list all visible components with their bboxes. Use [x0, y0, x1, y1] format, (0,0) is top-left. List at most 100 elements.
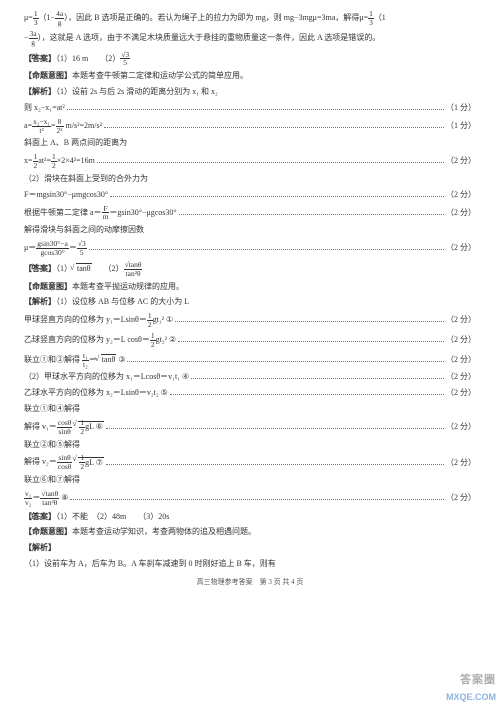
pts: （2 分）	[446, 457, 476, 470]
label: 【命题意图】	[24, 282, 72, 291]
q13-l7: 根据牛顿第二定律 a＝Fm＝gsin30°−μgcos30° （2 分）	[24, 205, 476, 222]
q13-l4: x=12at²=12×2×4²=16m （2 分）	[24, 153, 476, 170]
dots	[70, 495, 444, 501]
q14-l5: 乙球水平方向的位移为 x₂＝Lsinθ＝v₂t₂ ⑤ （2 分）	[24, 387, 476, 400]
t: 解得 v₂＝sinθcosθ 12gL ⑦	[24, 454, 104, 471]
q14-l6: 联立①和④解得	[24, 403, 476, 416]
q14-block: 14． 【答案】（1）tanθ （2）√tanθtan²θ 【命题意图】本题考查…	[24, 261, 476, 507]
pts: （2 分）	[446, 155, 476, 168]
t: 甲球竖直方向的位移为 y₁＝Lsinθ＝12gt₁² ①	[24, 312, 173, 329]
q15-block: 15． 【答案】（1）不能 （2）48m （3）20s 【命题意图】本题考查运动…	[24, 511, 476, 571]
dots	[175, 317, 444, 323]
q13-l1: 则 x₂−x₁=at² （1 分）	[24, 102, 476, 115]
dots	[179, 209, 444, 215]
pts: （2 分）	[446, 421, 476, 434]
q13-block: 13． 【答案】（1）16 m （2）√35 【命题意图】本题考查牛顿第二定律和…	[24, 51, 476, 257]
q15-number: 15．	[30, 511, 46, 524]
dots	[97, 158, 444, 164]
q13-intent: 【命题意图】本题考查牛顿第二定律和运动学公式的简单应用。	[24, 70, 476, 83]
t: 根据牛顿第二定律 a＝Fm＝gsin30°−μgcos30°	[24, 205, 177, 222]
q14-sol-start: 【解析】（1）设位移 AB 与位移 AC 的大小为 L	[24, 296, 476, 309]
q13-sol-start: 【解析】（1）设前 2s 与后 2s 滑动的距离分别为 x₁ 和 x₂	[24, 86, 476, 99]
t: μ＝gsin30°−agcos30°＝√35	[24, 240, 87, 257]
watermark-brand: 答案圈	[446, 672, 496, 690]
t: ），这就是 A 选项，由于不满足木块质量远大于悬挂的重物质量这一条件，因此 A …	[38, 33, 381, 42]
dots	[110, 191, 444, 197]
t: （1	[374, 13, 386, 22]
t: 本题考查牛顿第二定律和运动学公式的简单应用。	[72, 71, 248, 80]
pts: （2 分）	[446, 189, 476, 202]
t: 则 x₂−x₁=at²	[24, 102, 65, 115]
q14-number: 14．	[30, 261, 46, 274]
t: （1）不能 （2）48m （3）20s	[56, 512, 169, 521]
label: 【解析】	[24, 543, 56, 552]
q14-l7: 解得 v₁＝cosθsinθ 12gL ⑥ （2 分）	[24, 419, 476, 436]
q14-l9: 解得 v₂＝sinθcosθ 12gL ⑦ （2 分）	[24, 454, 476, 471]
pts: （2 分）	[446, 354, 476, 367]
pts: （2 分）	[446, 387, 476, 400]
dots	[106, 423, 444, 429]
dots	[67, 104, 444, 110]
label: 【命题意图】	[24, 527, 72, 536]
watermark: 答案圈 MXQE.COM	[446, 672, 496, 704]
q14-l2: 乙球竖直方向的位移为 y₂＝L cosθ＝12gt₂² ② （2 分）	[24, 332, 476, 349]
t: 联立①和②解得 t₁t₂＝tanθ ③	[24, 352, 125, 369]
t: 乙球水平方向的位移为 x₂＝Lsinθ＝v₂t₂ ⑤	[24, 387, 168, 400]
q13-number: 13．	[30, 51, 46, 64]
dots	[104, 122, 444, 128]
t: （1）设前 2s 与后 2s 滑动的距离分别为 x₁ 和 x₂	[56, 87, 218, 96]
pts: （2 分）	[446, 371, 476, 384]
pts: （1 分）	[446, 120, 476, 133]
t: 本题考查平抛运动规律的应用。	[72, 282, 184, 291]
intro-block: μ=13（1−4ag），因此 B 选项是正确的。若认为绳子上的拉力为即为 mg，…	[24, 10, 476, 47]
intro-line2: −3ag），这就是 A 选项，由于不满足木块质量远大于悬挂的重物质量这一条件，因…	[24, 30, 476, 47]
q14-l11: v₁v₂＝√tanθtan²θ ⑧ （2 分）	[24, 490, 476, 507]
pts: （2 分）	[446, 314, 476, 327]
page-footer: 高三物理参考答案 第 3 页 共 4 页	[24, 577, 476, 588]
q15-intent: 【命题意图】本题考查运动学知识，考查两物体的追及相遇问题。	[24, 526, 476, 539]
t: a=x₂−x₁t²=82² m/s²=2m/s²	[24, 118, 102, 135]
pts: （2 分）	[446, 242, 476, 255]
t: （1）设位移 AB 与位移 AC 的大小为 L	[56, 297, 189, 306]
t: x=12at²=12×2×4²=16m	[24, 153, 95, 170]
q14-l3: 联立①和②解得 t₁t₂＝tanθ ③ （2 分）	[24, 352, 476, 369]
t: v₁v₂＝√tanθtan²θ ⑧	[24, 490, 68, 507]
q13-answer: 【答案】（1）16 m （2）√35	[24, 51, 476, 68]
dots	[178, 337, 444, 343]
label: 【命题意图】	[24, 71, 72, 80]
t: （2）	[92, 264, 124, 273]
t: （1−	[39, 13, 56, 22]
dots	[127, 356, 444, 362]
t: F＝mgsin30°−μmgcos30°	[24, 189, 108, 202]
t: （1）16 m （2）	[56, 54, 120, 63]
q15-answer: 【答案】（1）不能 （2）48m （3）20s	[24, 511, 476, 524]
frac: 3ag	[29, 30, 38, 47]
q13-l6: F＝mgsin30°−μmgcos30° （2 分）	[24, 189, 476, 202]
pts: （2 分）	[446, 492, 476, 505]
dots	[89, 245, 444, 251]
frac: √35	[120, 51, 130, 68]
pts: （1 分）	[446, 102, 476, 115]
watermark-url: MXQE.COM	[446, 690, 496, 704]
q15-sol1: （1）设前车为 A，后车为 B。A 车刹车减速到 0 时刚好追上 B 车，则有	[24, 558, 476, 571]
q14-l10: 联立⑥和⑦解得	[24, 474, 476, 487]
t: 本题考查运动学知识，考查两物体的追及相遇问题。	[72, 527, 256, 536]
pts: （2 分）	[446, 334, 476, 347]
dots	[191, 374, 444, 380]
q13-l3: 斜面上 A、B 两点间的距离为	[24, 137, 476, 150]
dots	[170, 390, 444, 396]
sqrt: tanθ	[72, 263, 92, 276]
q13-l2: a=x₂−x₁t²=82² m/s²=2m/s² （1 分）	[24, 118, 476, 135]
pts: （2 分）	[446, 207, 476, 220]
dots	[106, 459, 444, 465]
t: （2）甲球水平方向的位移为 x₁＝Lcosθ＝v₁t₁ ④	[24, 371, 189, 384]
label: 【解析】	[24, 297, 56, 306]
q14-intent: 【命题意图】本题考查平抛运动规律的应用。	[24, 281, 476, 294]
q14-l1: 甲球竖直方向的位移为 y₁＝Lsinθ＝12gt₁² ① （2 分）	[24, 312, 476, 329]
q14-l8: 联立②和⑤解得	[24, 439, 476, 452]
t: μ=	[24, 13, 33, 22]
q14-answer: 【答案】（1）tanθ （2）√tanθtan²θ	[24, 261, 476, 278]
q13-l8: 解得滑块与斜面之间的动摩擦因数	[24, 224, 476, 237]
intro-line1: μ=13（1−4ag），因此 B 选项是正确的。若认为绳子上的拉力为即为 mg，…	[24, 10, 476, 27]
t: 解得 v₁＝cosθsinθ 12gL ⑥	[24, 419, 104, 436]
